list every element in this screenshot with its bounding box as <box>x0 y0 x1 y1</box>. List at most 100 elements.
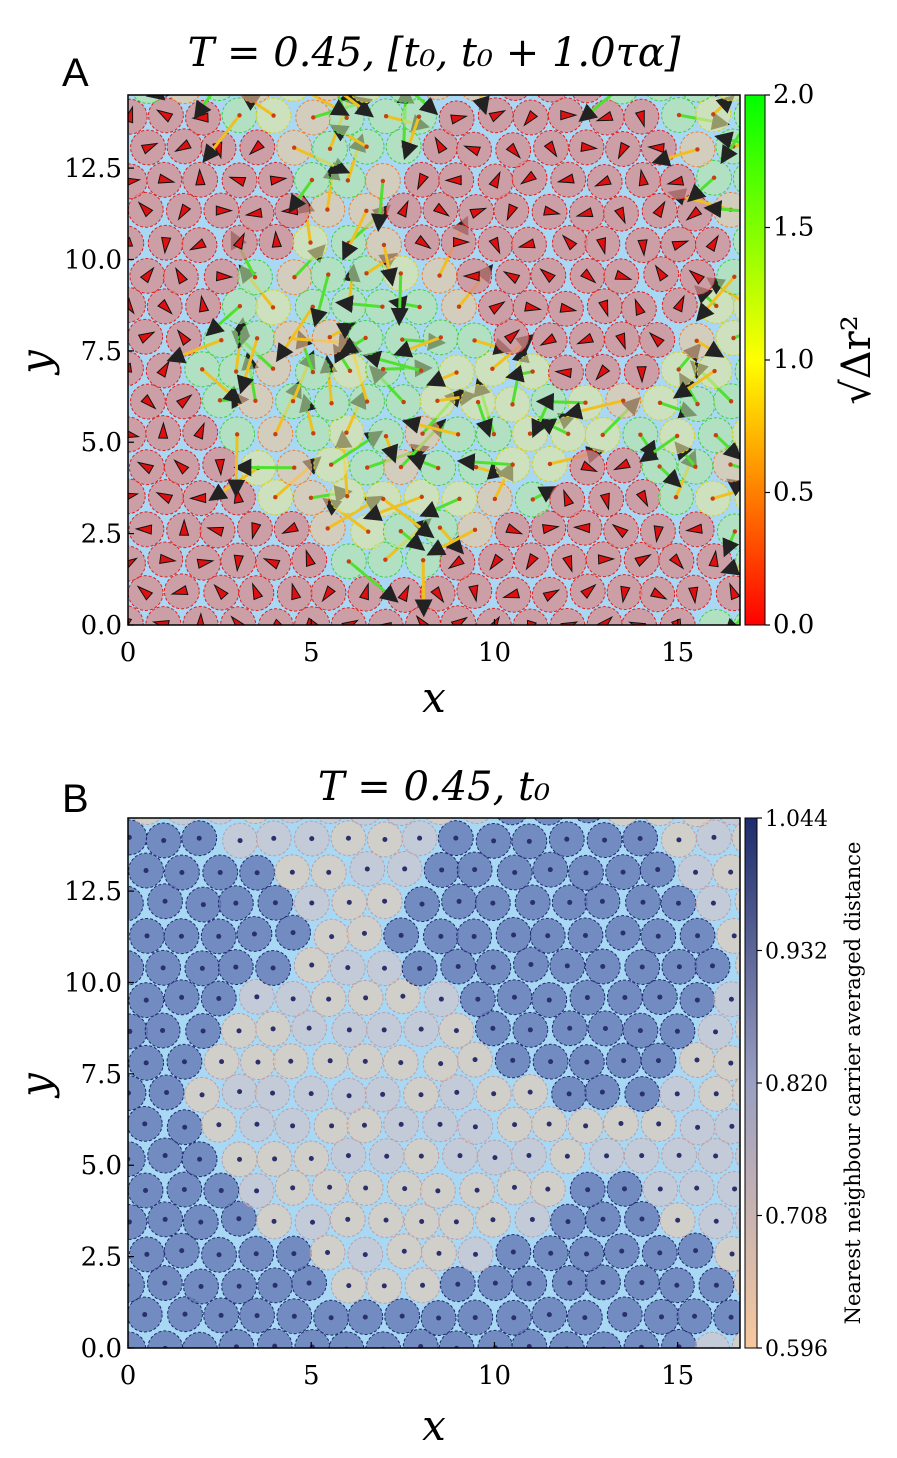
panel-b-particle-center <box>363 1059 368 1064</box>
panel-b-colorbar-tick-label: 1.044 <box>765 807 828 832</box>
panel-b-particle-center <box>530 1217 535 1222</box>
panel-a-xtick-label: 10 <box>478 638 511 668</box>
panel-a-particle-center <box>237 113 241 117</box>
panel-b-particle-center <box>273 900 278 905</box>
panel-a-particle-center <box>472 338 476 342</box>
panel-a-particle-center <box>384 114 388 118</box>
panel-a-particle-center <box>380 305 384 309</box>
panel-b-particle-center <box>567 1280 572 1285</box>
panel-b-particle-center <box>713 1154 718 1159</box>
panel-a-particle-center <box>437 273 441 277</box>
panel-b-particle-center <box>732 1186 737 1191</box>
panel-b-particle-center <box>713 1029 718 1034</box>
panel-a-particle-center <box>273 495 277 499</box>
panel-a-particle-center <box>732 275 736 279</box>
panel-a-particle-center <box>400 337 404 341</box>
panel-b-ytick-label: 7.5 <box>81 1060 122 1090</box>
panel-a-displacement-arrow <box>542 80 557 89</box>
panel-b-particle-center <box>272 1156 277 1161</box>
panel-a-particle-center <box>309 496 313 500</box>
panel-a-particle-center <box>146 84 150 88</box>
panel-b-particle-center <box>272 1219 277 1224</box>
panel-b-particle <box>183 1332 218 1367</box>
panel-b-particle-center <box>142 1312 147 1317</box>
panel-a-particle-center <box>510 402 514 406</box>
panel-b-particle-center <box>600 899 605 904</box>
panel-a-particle-center <box>311 305 315 309</box>
panel-b-particle-center <box>620 806 625 811</box>
panel-b-particle-center <box>583 870 588 875</box>
panel-b-particle-center <box>438 934 443 939</box>
panel-b-particle-center <box>473 1315 478 1320</box>
panel-b-particle-center <box>217 804 222 809</box>
panel-b-particle-center <box>289 803 294 808</box>
panel-b-particle-center <box>768 870 773 875</box>
panel-a-particle-center <box>728 462 732 466</box>
panel-b-particle-center <box>399 1122 404 1127</box>
panel-b-particle-center <box>545 933 550 938</box>
panel-a-particle-center <box>658 81 662 85</box>
panel-a-particle-center <box>767 529 771 533</box>
panel-b-particle-center <box>768 1314 773 1319</box>
panel-b-particle-center <box>603 1026 608 1031</box>
panel-a-particle <box>131 69 166 104</box>
panel-b-particle <box>642 791 677 826</box>
panel-a-particle-center <box>384 434 388 438</box>
panel-b-particle-center <box>252 931 257 936</box>
panel-a-displacement-arrow <box>581 82 597 91</box>
panel-b-particle-center <box>219 1188 224 1193</box>
panel-b-particle <box>753 1109 788 1144</box>
panel-b-particle-center <box>382 899 387 904</box>
panel-b-particle-center <box>511 1250 516 1255</box>
panel-a-particle-center <box>733 529 737 533</box>
panel-b-particle-center <box>144 805 149 810</box>
panel-b-particle-center <box>200 1092 205 1097</box>
panel-a-displacement-arrow <box>743 626 751 665</box>
panel-a-particle-center <box>474 465 478 469</box>
panel-b-particle-center <box>254 1188 259 1193</box>
panel-b-particle-center <box>310 1345 315 1350</box>
panel-b-colorbar <box>745 818 757 1348</box>
panel-b-particle-center <box>254 994 259 999</box>
panel-b-particle-center <box>237 1089 242 1094</box>
panel-b-particle <box>695 1332 730 1367</box>
panel-a-particle-center <box>200 367 204 371</box>
panel-a-colorbar-label: √Δr² <box>834 315 880 405</box>
panel-a-particle-center <box>657 464 661 468</box>
panel-a-displacement-arrow <box>561 622 577 632</box>
panel-b-particle-center <box>729 1124 734 1129</box>
panel-b-particle-center <box>586 803 591 808</box>
panel-b-particle-center <box>657 806 662 811</box>
panel-a-particle-center <box>766 82 770 86</box>
panel-a-particle-center <box>473 528 477 532</box>
panel-a-particle-center <box>767 462 771 466</box>
panel-b-particle <box>329 1332 364 1367</box>
panel-a-particle-center <box>454 370 458 374</box>
panel-a-particle-center <box>401 400 405 404</box>
panel-a-particle-center <box>381 179 385 183</box>
panel-b-particle-center <box>271 836 276 841</box>
panel-a-particle-center <box>420 431 424 435</box>
panel-b-particle-center <box>328 1058 333 1063</box>
panel-b-particle-center <box>567 900 572 905</box>
panel-b-particle-center <box>767 933 772 938</box>
panel-a-particle-center <box>417 305 421 309</box>
panel-b-particle-center <box>510 1058 515 1063</box>
panel-b-particle-center <box>621 1058 626 1063</box>
panel-b-particle-center <box>380 1092 385 1097</box>
panel-b-particle-center <box>457 899 462 904</box>
panel-b-particle-center <box>216 996 221 1001</box>
panel-b-particle-center <box>309 1091 314 1096</box>
panel-a-particle-center <box>364 271 368 275</box>
panel-b-particle-center <box>420 1283 425 1288</box>
panel-b-particle-center <box>695 998 700 1003</box>
panel-b-particle-center <box>714 1219 719 1224</box>
panel-b-particle-center <box>198 1220 203 1225</box>
panel-b-particle-center <box>436 1251 441 1256</box>
panel-b-particle-center <box>769 1248 774 1253</box>
panel-b-particle-center <box>585 995 590 1000</box>
panel-a-particle-center <box>365 399 369 403</box>
panel-b-particle-center <box>233 965 238 970</box>
panel-b-particle-center <box>163 1153 168 1158</box>
panel-a-particle-center <box>326 272 330 276</box>
